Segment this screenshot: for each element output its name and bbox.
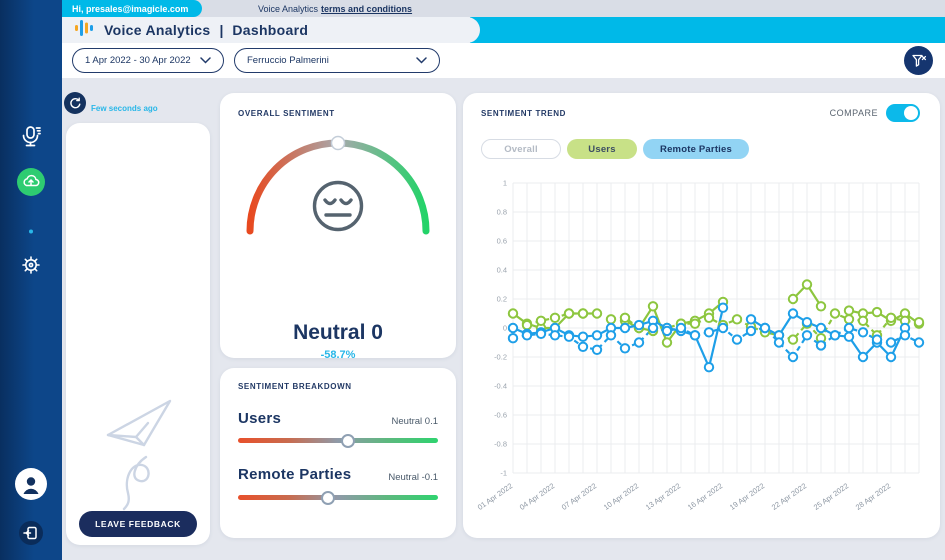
svg-text:1: 1	[503, 179, 507, 188]
user-avatar[interactable]	[15, 468, 47, 505]
tab-overall[interactable]: Overall	[481, 139, 561, 159]
compare-toggle[interactable]	[886, 104, 920, 122]
filter-clear-icon	[911, 54, 926, 67]
svg-text:01 Apr 2022: 01 Apr 2022	[476, 481, 514, 512]
chevron-down-icon	[200, 57, 211, 64]
svg-text:-0.8: -0.8	[494, 440, 507, 449]
overall-sentiment-change: -58.7%	[320, 349, 356, 361]
toggle-knob	[904, 106, 918, 120]
overall-sentiment-card: OVERALL SENTIMENT Neutral 0 -58.7% 8 40	[220, 93, 456, 412]
remote-parties-label: Remote Parties	[238, 466, 352, 483]
svg-text:04 Apr 2022: 04 Apr 2022	[518, 481, 556, 512]
date-range-value: 1 Apr 2022 - 30 Apr 2022	[85, 55, 191, 66]
svg-text:-0.4: -0.4	[494, 382, 507, 391]
header-bar: Voice Analytics | Dashboard	[62, 17, 480, 43]
user-select-value: Ferruccio Palmerini	[247, 55, 329, 66]
menu-dot-indicator	[29, 221, 34, 239]
users-sentiment-value: Neutral 0.1	[391, 416, 438, 427]
chevron-down-icon	[416, 57, 427, 64]
header-accent-band	[470, 17, 945, 43]
svg-text:0.2: 0.2	[497, 295, 507, 304]
svg-text:-1: -1	[500, 469, 507, 478]
app-title: Voice Analytics	[104, 22, 211, 38]
clear-filters-button[interactable]	[904, 46, 933, 75]
app-logo-icon	[74, 18, 94, 43]
sentiment-trend-chart: 1 0.8 0.6 0.4 0.2 0 -0.2 -0.4 -0.6 -0.8 -1 01 Apr 2…	[476, 179, 925, 512]
sidebar	[0, 0, 62, 560]
feedback-card: LEAVE FEEDBACK	[66, 123, 210, 545]
remote-parties-slider-knob[interactable]	[321, 490, 335, 505]
svg-text:0: 0	[503, 324, 507, 333]
terms-prefix: Voice Analytics	[258, 3, 319, 14]
voice-analytics-icon[interactable]	[18, 124, 44, 155]
refresh-icon[interactable]	[64, 92, 86, 114]
svg-text:19 Apr 2022: 19 Apr 2022	[728, 481, 766, 512]
svg-text:07 Apr 2022: 07 Apr 2022	[560, 481, 598, 512]
sentiment-breakdown-title: SENTIMENT BREAKDOWN	[238, 382, 352, 391]
top-strip: Hi, presales@imagicle.com Voice Analytic…	[62, 0, 945, 17]
user-select[interactable]: Ferruccio Palmerini	[234, 48, 440, 73]
compare-label: COMPARE	[829, 108, 878, 118]
settings-gear-icon[interactable]	[19, 253, 43, 282]
neutral-face-icon	[312, 180, 364, 232]
leave-feedback-button[interactable]: LEAVE FEEDBACK	[79, 511, 197, 537]
svg-text:-0.2: -0.2	[494, 353, 507, 362]
sentiment-trend-title: SENTIMENT TREND	[481, 109, 566, 118]
refresh-status: Few seconds ago	[91, 104, 158, 113]
gauge-knob	[330, 135, 346, 151]
terms-bar: Voice Analytics terms and conditions	[258, 0, 412, 17]
remote-parties-sentiment-slider	[238, 490, 438, 505]
terms-link[interactable]: terms and conditions	[321, 3, 413, 14]
cloud-upload-icon[interactable]	[17, 168, 45, 201]
tab-remote-parties[interactable]: Remote Parties	[643, 139, 749, 159]
svg-text:0.6: 0.6	[497, 237, 507, 246]
date-range-select[interactable]: 1 Apr 2022 - 30 Apr 2022	[72, 48, 224, 73]
svg-text:28 Apr 2022: 28 Apr 2022	[854, 481, 892, 512]
sentiment-breakdown-card: SENTIMENT BREAKDOWN Users Neutral 0.1 Re…	[220, 368, 456, 538]
users-sentiment-slider	[238, 433, 438, 448]
tab-users[interactable]: Users	[567, 139, 637, 159]
title-separator: |	[219, 22, 224, 38]
user-greeting: Hi, presales@imagicle.com	[62, 0, 203, 17]
svg-text:16 Apr 2022: 16 Apr 2022	[686, 481, 724, 512]
logout-icon[interactable]	[19, 521, 43, 550]
svg-text:0.8: 0.8	[497, 208, 507, 217]
users-slider-knob[interactable]	[341, 433, 355, 448]
sentiment-trend-card: SENTIMENT TREND COMPARE Overall Users Re…	[463, 93, 940, 538]
overall-sentiment-value: Neutral 0	[293, 321, 383, 344]
svg-text:0.4: 0.4	[497, 266, 507, 275]
paper-plane-illustration	[106, 399, 172, 511]
greeting-text: Hi, presales@imagicle.com	[72, 3, 189, 14]
overall-sentiment-title: OVERALL SENTIMENT	[238, 109, 335, 118]
svg-text:10 Apr 2022: 10 Apr 2022	[602, 481, 640, 512]
svg-text:22 Apr 2022: 22 Apr 2022	[770, 481, 808, 512]
filter-row: 1 Apr 2022 - 30 Apr 2022 Ferruccio Palme…	[62, 43, 945, 78]
sentiment-gauge	[246, 135, 430, 235]
svg-text:13 Apr 2022: 13 Apr 2022	[644, 481, 682, 512]
svg-text:25 Apr 2022: 25 Apr 2022	[812, 481, 850, 512]
users-label: Users	[238, 410, 282, 427]
page-title: Dashboard	[232, 22, 309, 38]
svg-text:-0.6: -0.6	[494, 411, 507, 420]
remote-parties-sentiment-value: Neutral -0.1	[388, 472, 438, 483]
